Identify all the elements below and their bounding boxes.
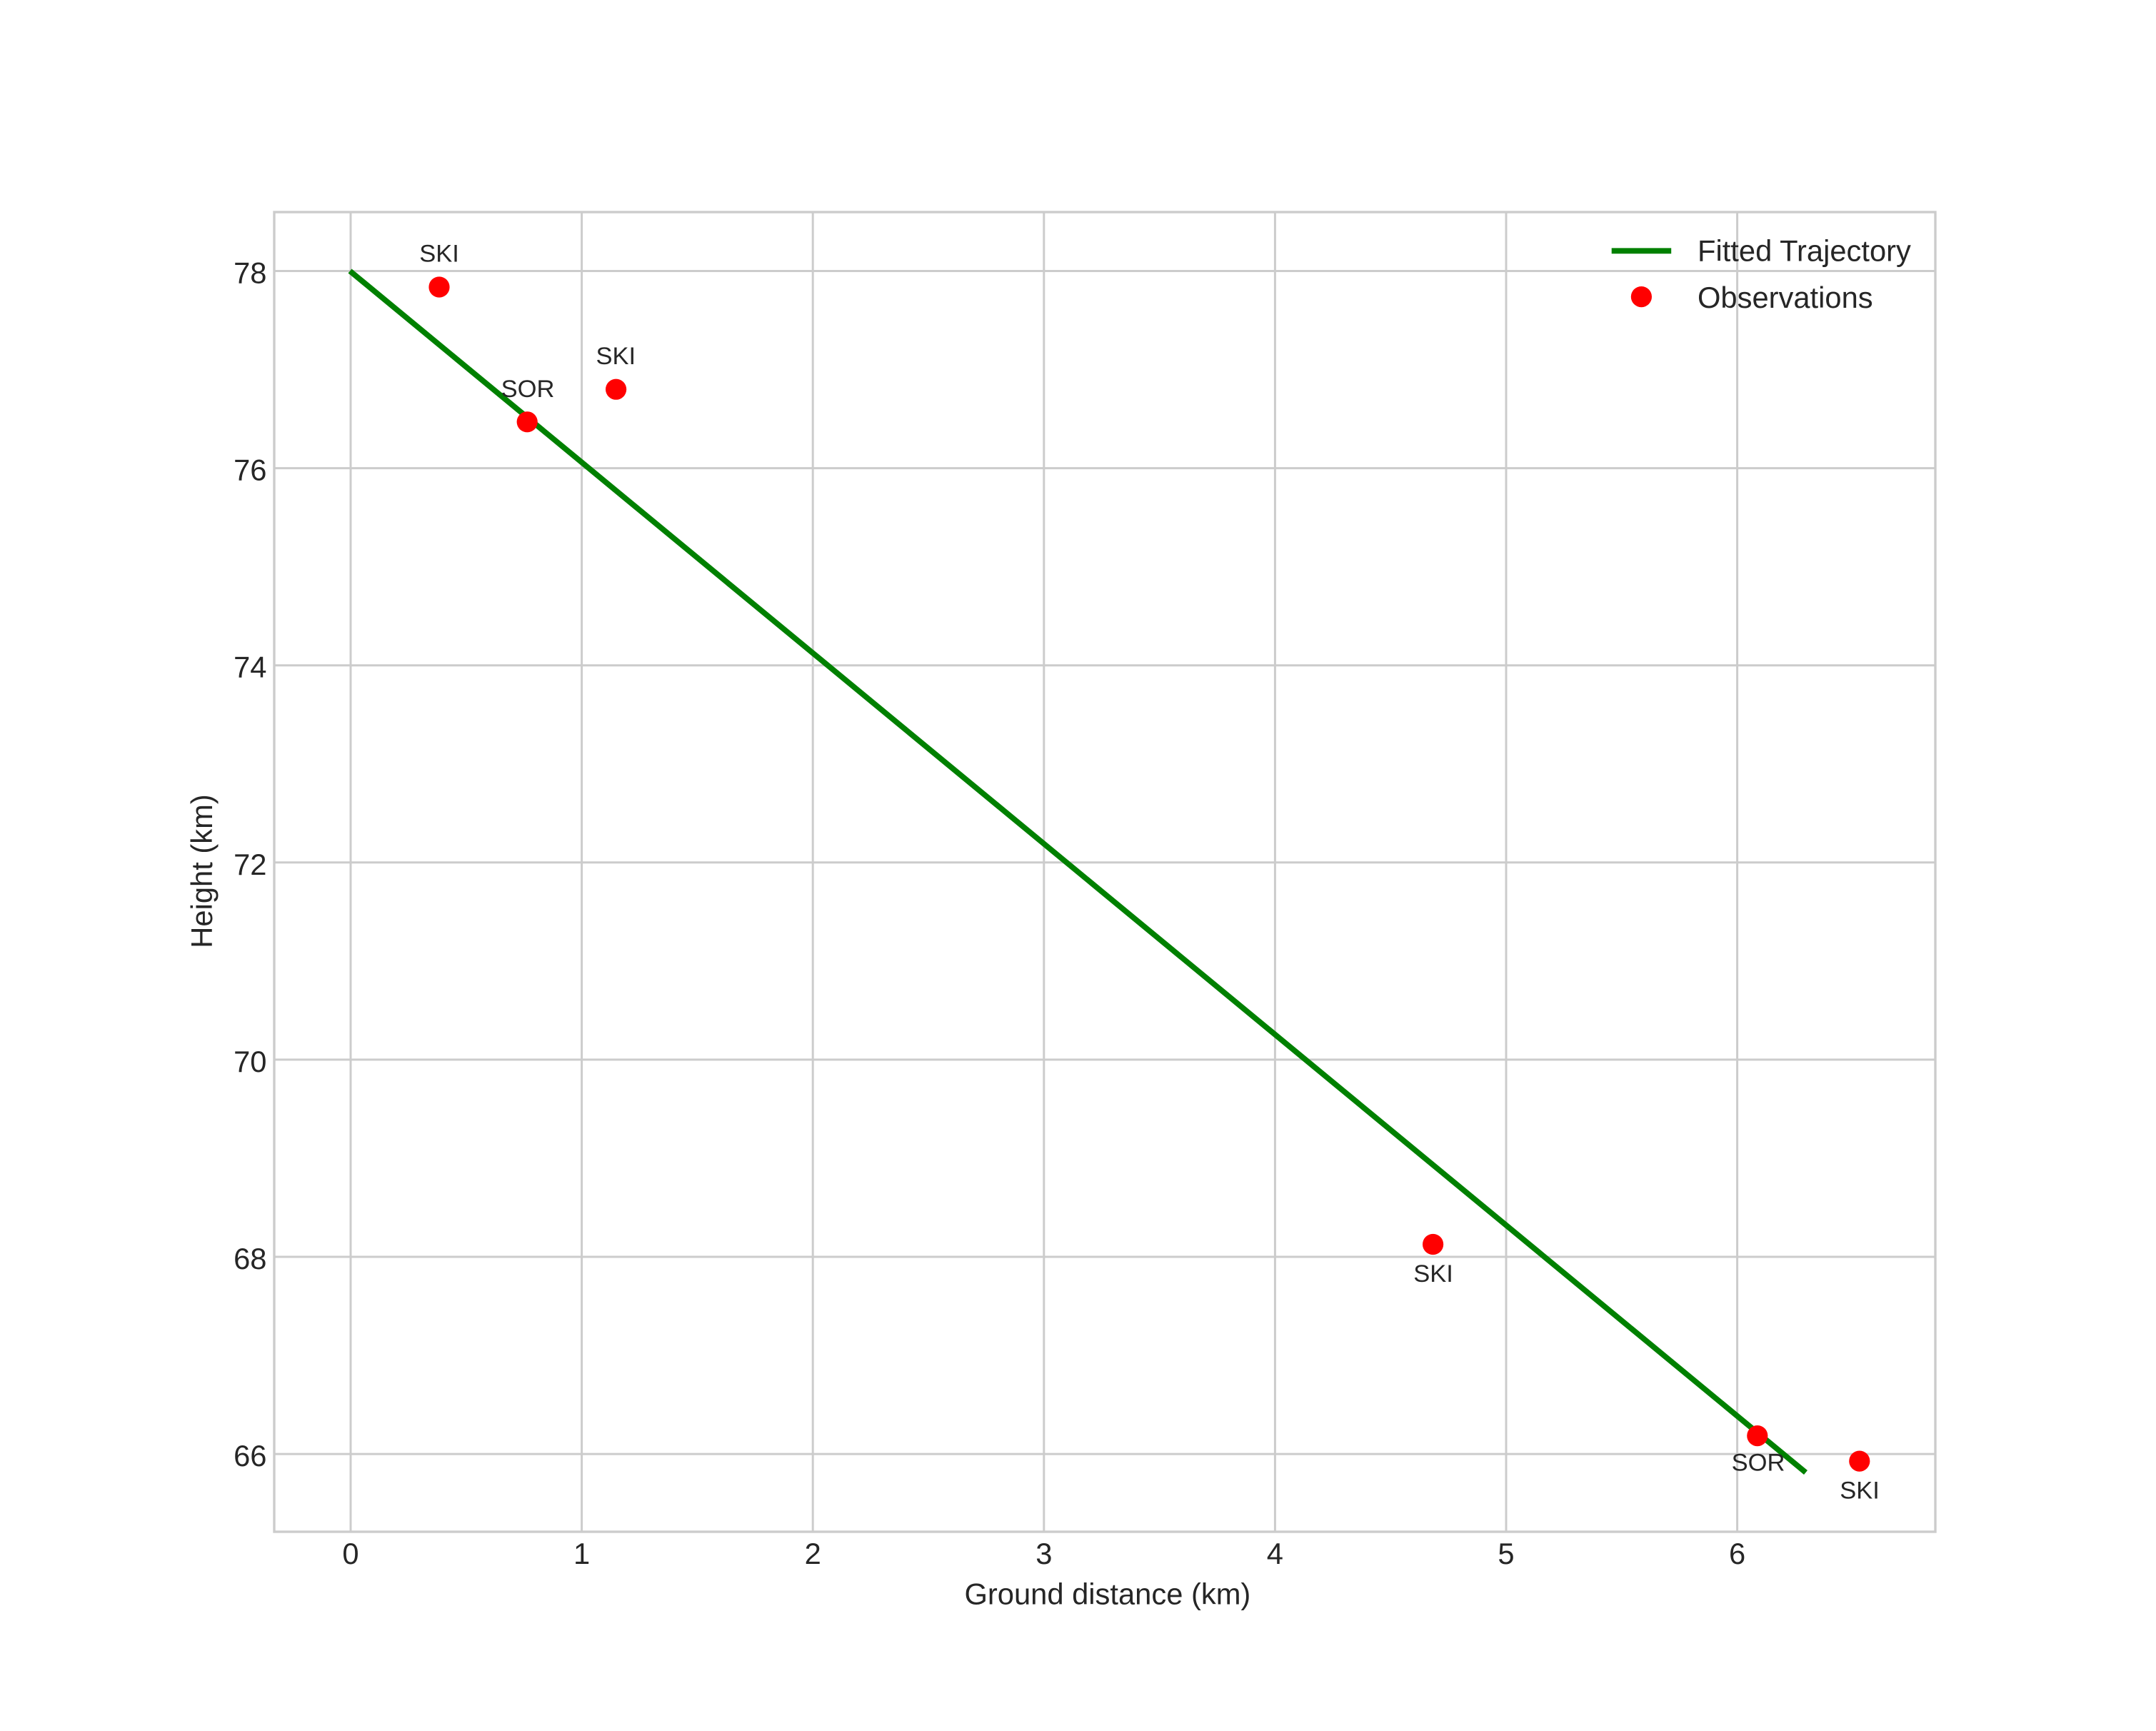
svg-text:3: 3 <box>1036 1537 1052 1570</box>
svg-text:72: 72 <box>234 848 266 881</box>
svg-text:Height (km): Height (km) <box>185 794 219 948</box>
svg-text:1: 1 <box>573 1537 590 1570</box>
svg-text:Fitted Trajectory: Fitted Trajectory <box>1698 234 1911 267</box>
svg-text:76: 76 <box>234 453 266 487</box>
svg-text:66: 66 <box>234 1439 266 1472</box>
svg-text:SKI: SKI <box>419 241 459 268</box>
svg-text:5: 5 <box>1498 1537 1514 1570</box>
svg-text:78: 78 <box>234 256 266 290</box>
svg-text:Ground distance (km): Ground distance (km) <box>964 1577 1250 1610</box>
svg-text:SKI: SKI <box>1413 1260 1453 1288</box>
svg-text:4: 4 <box>1267 1537 1283 1570</box>
svg-text:6: 6 <box>1729 1537 1745 1570</box>
svg-text:Observations: Observations <box>1698 281 1873 314</box>
svg-text:0: 0 <box>342 1537 359 1570</box>
svg-text:74: 74 <box>234 651 266 684</box>
svg-text:SOR: SOR <box>501 376 555 403</box>
svg-text:SKI: SKI <box>1840 1477 1880 1504</box>
svg-text:70: 70 <box>234 1045 266 1078</box>
svg-text:SOR: SOR <box>1732 1450 1785 1477</box>
svg-text:2: 2 <box>805 1537 821 1570</box>
svg-text:68: 68 <box>234 1242 266 1275</box>
svg-text:SKI: SKI <box>596 343 636 370</box>
